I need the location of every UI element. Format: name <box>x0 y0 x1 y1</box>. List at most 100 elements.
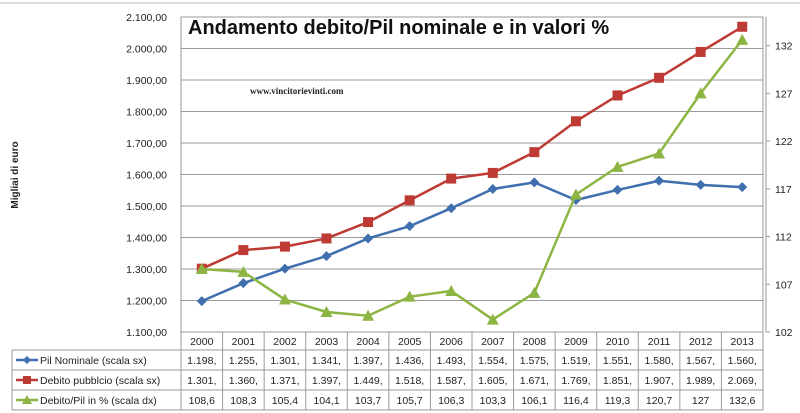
data-point-triangle <box>528 286 541 298</box>
data-point-triangle <box>237 265 250 277</box>
y-tick-label: 1.100,00 <box>126 327 167 339</box>
x-tick-label: 2012 <box>689 336 713 348</box>
table-cell: 1.575, <box>520 355 549 367</box>
table-cell: 132,6 <box>729 395 755 407</box>
x-tick-label: 2005 <box>398 336 422 348</box>
table-cell: 104,1 <box>313 395 339 407</box>
y-tick-label: 2.100,00 <box>126 12 167 24</box>
table-cell: 1.567, <box>686 355 715 367</box>
data-point-diamond <box>23 356 31 364</box>
x-tick-label: 2004 <box>356 336 380 348</box>
data-point-diamond <box>321 251 332 262</box>
x-tick-label: 2001 <box>232 336 256 348</box>
data-point-square <box>529 147 540 158</box>
series-line-0 <box>201 179 743 303</box>
x-tick-label: 2013 <box>731 336 755 348</box>
table-cell: 1.198, <box>187 355 216 367</box>
table-cell: 120,7 <box>646 395 672 407</box>
watermark: www.vincitorievinti.com <box>250 86 344 96</box>
data-point-square <box>279 241 290 252</box>
data-point-triangle <box>22 395 32 404</box>
table-cell: 106,3 <box>438 395 464 407</box>
table-cell: 1.255, <box>229 355 258 367</box>
x-tick-label: 2000 <box>190 336 214 348</box>
table-cell: 1.671, <box>520 375 549 387</box>
data-point-diamond <box>487 183 498 194</box>
data-point-square <box>363 217 374 228</box>
data-point-triangle <box>653 147 666 159</box>
table-cell: 103,7 <box>355 395 381 407</box>
y-tick-label: 1.200,00 <box>126 296 167 308</box>
data-point-diamond <box>238 278 249 289</box>
y2-tick-label: 107 <box>775 279 793 291</box>
data-point-diamond <box>404 221 415 232</box>
data-point-triangle <box>569 188 582 200</box>
table-cell: 1.907, <box>644 375 673 387</box>
table-cell: 108,3 <box>230 395 256 407</box>
y-tick-label: 1.900,00 <box>126 75 167 87</box>
data-point-square <box>612 90 623 101</box>
y-tick-label: 1.700,00 <box>126 138 167 150</box>
x-tick-label: 2006 <box>440 336 464 348</box>
table-cell: 1.851, <box>603 375 632 387</box>
table-cell: 1.519, <box>561 355 590 367</box>
table-cell: 105,7 <box>397 395 423 407</box>
y2-tick-label: 117 <box>775 184 792 196</box>
data-point-triangle <box>445 284 458 296</box>
data-point-triangle <box>611 160 624 172</box>
table-cell: 1.560, <box>728 355 757 367</box>
chart-title: Andamento debito/Pil nominale e in valor… <box>188 17 609 39</box>
table-cell: 1.554, <box>478 355 507 367</box>
data-point-square <box>487 167 498 178</box>
data-table: 2000 2001 2002 2003 2004 2005 2006 2007 2008 2009… <box>11 332 764 411</box>
data-point-diamond <box>196 296 207 307</box>
table-cell: 1.301, <box>187 375 216 387</box>
data-point-diamond <box>654 175 665 186</box>
table-cell: 1.587, <box>437 375 466 387</box>
data-point-triangle <box>486 313 499 325</box>
y2-tick-label: 102 <box>775 327 793 339</box>
data-point-triangle <box>403 290 416 302</box>
axes: 1.100,00 1.200,00 1.300,00 1.400,00 1.500,00… <box>126 12 793 339</box>
table-cell: 1.436, <box>395 355 424 367</box>
data-point-square <box>446 173 457 184</box>
legend-label: Pil Nominale (scala sx) <box>40 355 147 367</box>
table-cell: 108,6 <box>189 395 215 407</box>
data-point-diamond <box>737 182 748 193</box>
table-cell: 116,4 <box>563 395 589 407</box>
table-cell: 1.989, <box>686 375 715 387</box>
data-point-square <box>695 46 706 57</box>
y-tick-label: 1.400,00 <box>126 233 167 245</box>
data-point-triangle <box>694 87 707 99</box>
table-cell: 119,3 <box>605 395 631 407</box>
table-cell: 1.301, <box>270 355 299 367</box>
table-cell: 1.551, <box>603 355 632 367</box>
data-point-diamond <box>612 184 623 195</box>
table-cell: 1.449, <box>353 375 382 387</box>
data-point-triangle <box>362 309 375 321</box>
table-cell: 1.580, <box>644 355 673 367</box>
data-point-square <box>737 21 748 32</box>
table-cell: 106,1 <box>521 395 547 407</box>
data-point-square <box>570 116 581 127</box>
data-point-square <box>321 233 332 244</box>
data-point-diamond <box>695 179 706 190</box>
series-line-2 <box>201 39 744 322</box>
y-tick-label: 1.800,00 <box>126 107 167 119</box>
table-cell: 1.371, <box>270 375 299 387</box>
y2-tick-label: 127 <box>775 88 793 100</box>
y-axis-label: Migliai di euro <box>10 141 21 208</box>
x-tick-label: 2010 <box>606 336 630 348</box>
x-tick-label: 2011 <box>648 336 671 348</box>
x-tick-label: 2007 <box>481 336 505 348</box>
y2-tick-label: 132 <box>775 41 793 53</box>
data-point-triangle <box>320 305 333 317</box>
legend-label: Debito pubblcio (scala sx) <box>40 375 160 387</box>
x-tick-label: 2009 <box>564 336 588 348</box>
data-point-square <box>654 72 665 83</box>
y-tick-label: 2.000,00 <box>126 44 167 56</box>
table-cell: 1.518, <box>395 375 424 387</box>
x-tick-label: 2002 <box>273 336 297 348</box>
y-tick-label: 1.500,00 <box>126 201 167 213</box>
data-point-square <box>404 195 415 206</box>
